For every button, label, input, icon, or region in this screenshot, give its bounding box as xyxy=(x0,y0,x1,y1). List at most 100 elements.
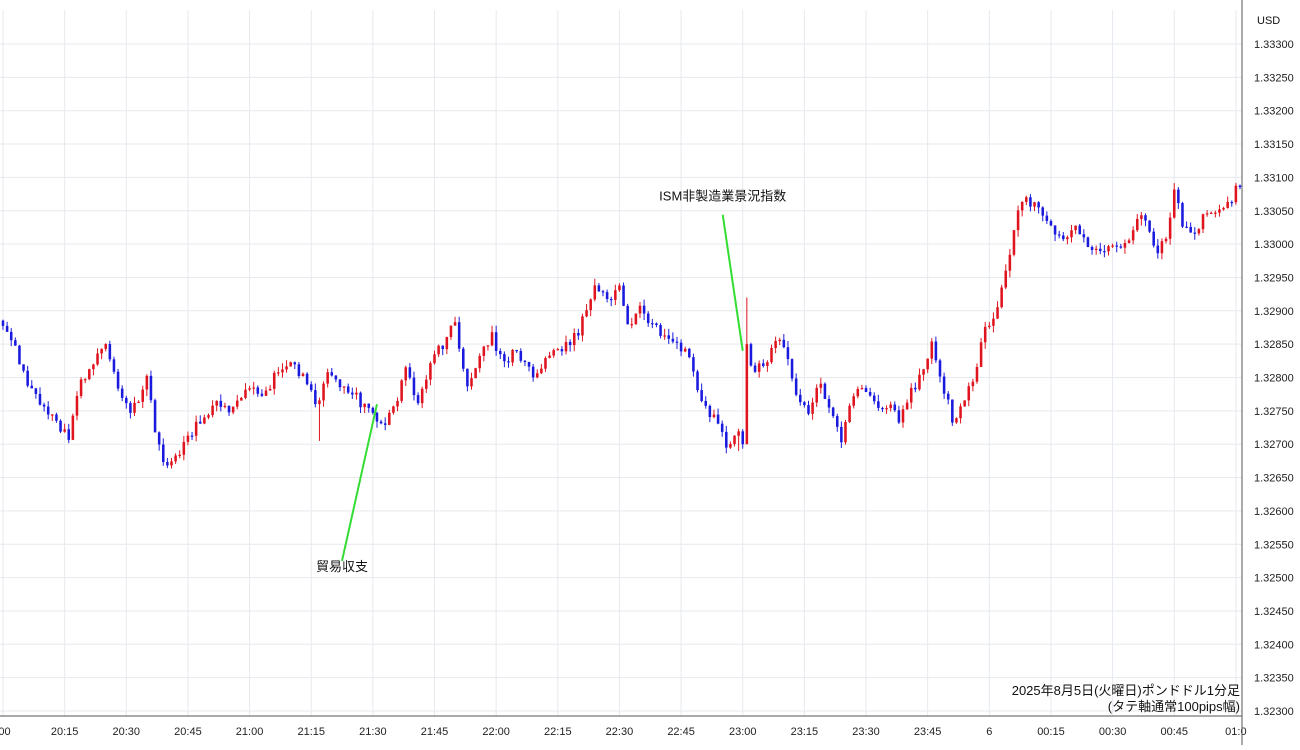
caption-line-2: (タテ軸通常100pips幅) xyxy=(1108,699,1240,714)
candle-body xyxy=(790,359,794,379)
x-tick-label: 23:30 xyxy=(852,726,880,738)
candle-body xyxy=(79,379,83,396)
candle-body xyxy=(272,372,276,389)
candle-body xyxy=(367,403,371,408)
candle-body xyxy=(1086,237,1090,247)
x-tick-label: :00 xyxy=(0,726,11,738)
candle-body xyxy=(1111,245,1114,247)
candle-body xyxy=(848,405,851,422)
candle-body xyxy=(601,291,605,293)
candle-body xyxy=(725,431,728,448)
candle-body xyxy=(252,387,255,389)
y-tick-label: 1.32450 xyxy=(1254,606,1294,618)
candle-body xyxy=(1033,202,1036,207)
y-tick-label: 1.32650 xyxy=(1254,473,1294,485)
x-tick-label: 23:15 xyxy=(791,726,819,738)
candle-body xyxy=(482,346,486,356)
candle-body xyxy=(445,336,449,350)
y-tick-label: 1.32500 xyxy=(1254,573,1294,585)
candle-body xyxy=(297,364,301,377)
candle-body xyxy=(992,318,995,326)
candle-body xyxy=(856,389,860,397)
candle-body xyxy=(1078,225,1081,235)
candle-body xyxy=(1008,254,1012,271)
candle-body xyxy=(1205,213,1209,215)
candle-body xyxy=(926,358,929,370)
candle-body xyxy=(597,285,601,292)
candle-body xyxy=(642,305,646,314)
candle-body xyxy=(285,366,288,370)
candle-body xyxy=(749,344,753,366)
x-tick-label: 22:45 xyxy=(667,726,695,738)
candle-body xyxy=(5,325,9,332)
candle-body xyxy=(359,392,362,408)
x-tick-label: 21:45 xyxy=(421,726,449,738)
candle-body xyxy=(351,392,354,395)
candle-body xyxy=(1168,217,1172,239)
candle-body xyxy=(527,361,531,367)
candle-body xyxy=(30,385,34,389)
x-tick-label: 00:30 xyxy=(1099,726,1127,738)
candle-body xyxy=(379,421,383,424)
candle-body xyxy=(1004,270,1008,288)
candle-body xyxy=(14,340,17,346)
candle-body xyxy=(757,363,761,372)
candle-body xyxy=(355,392,358,395)
annotation-label: ISM非製造業景況指数 xyxy=(659,189,786,204)
candle-body xyxy=(301,373,305,377)
candle-body xyxy=(975,366,979,382)
y-tick-label: 1.32300 xyxy=(1254,706,1294,718)
candle-body xyxy=(1214,212,1217,214)
candle-body xyxy=(309,384,313,391)
candle-body xyxy=(786,347,790,360)
candle-body xyxy=(104,344,108,349)
candle-body xyxy=(860,387,864,390)
candle-body xyxy=(996,307,999,319)
candle-body xyxy=(700,390,703,401)
candle-body xyxy=(564,341,568,352)
candle-body xyxy=(692,357,695,372)
candle-body xyxy=(815,387,818,403)
candle-body xyxy=(1045,215,1049,221)
candle-body xyxy=(429,363,432,380)
candle-body xyxy=(905,402,909,410)
candle-body xyxy=(498,350,502,355)
candle-body xyxy=(346,386,350,393)
candle-body xyxy=(1209,212,1213,215)
candle-body xyxy=(400,380,403,401)
candle-body xyxy=(219,400,223,407)
candle-body xyxy=(490,332,494,346)
candle-body xyxy=(433,354,436,364)
candle-body xyxy=(1012,230,1016,255)
candle-body xyxy=(182,441,186,455)
candle-body xyxy=(26,370,29,386)
candle-body xyxy=(1057,234,1061,236)
y-tick-label: 1.32900 xyxy=(1254,306,1294,318)
candle-body xyxy=(778,339,781,342)
candle-body xyxy=(614,290,617,300)
candle-body xyxy=(1218,209,1221,213)
candle-body xyxy=(712,414,716,418)
y-tick-label: 1.32700 xyxy=(1254,439,1294,451)
candle-body xyxy=(659,325,662,336)
candle-body xyxy=(737,431,740,436)
y-tick-label: 1.33200 xyxy=(1254,106,1294,118)
candle-body xyxy=(753,365,757,372)
candle-body xyxy=(63,429,66,432)
candle-body xyxy=(108,344,112,360)
candle-body xyxy=(1164,238,1168,242)
candle-body xyxy=(248,388,251,390)
y-tick-label: 1.32600 xyxy=(1254,506,1294,518)
candle-body xyxy=(688,348,691,358)
candle-body xyxy=(548,355,551,359)
candle-body xyxy=(223,405,227,408)
candle-body xyxy=(145,375,149,390)
candle-body xyxy=(396,400,399,407)
candle-body xyxy=(342,386,346,388)
candle-body xyxy=(667,335,671,339)
candle-body xyxy=(675,341,679,343)
candle-body xyxy=(1172,189,1176,218)
candle-body xyxy=(1148,220,1151,232)
candle-body xyxy=(383,423,387,425)
